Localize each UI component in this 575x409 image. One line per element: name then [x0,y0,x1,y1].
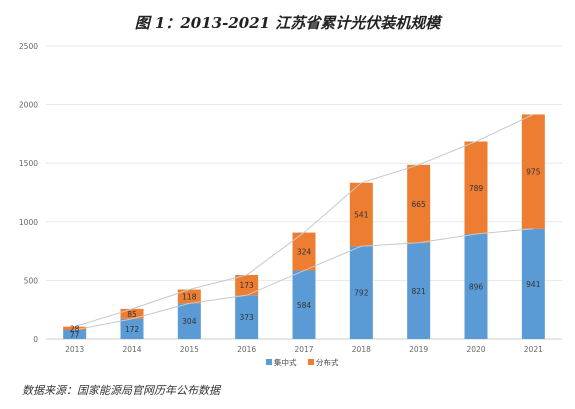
x-tick-label: 2014 [122,345,141,354]
data-label: 28 [70,324,80,333]
bar-segment [63,329,87,339]
data-label: 975 [526,168,541,177]
trend-line-total [74,113,534,328]
data-label: 77 [70,330,80,339]
data-label: 584 [297,301,312,310]
chart-title: 图 1：2013-2021 江苏省累计光伏装机规模 [134,14,441,32]
legend-swatch [308,359,314,365]
data-label: 304 [182,317,197,326]
x-tick-label: 2017 [294,345,313,354]
data-label: 792 [354,289,369,298]
data-label: 118 [182,292,197,301]
data-label: 941 [526,280,541,289]
data-label: 821 [412,287,427,296]
bar-segment [63,326,87,330]
bar-segment [292,270,316,339]
bar-segment [407,164,431,243]
x-axis-ticks: 2013 2014 2015 2016 2017 2018 2019 2020 2021 [65,345,543,354]
bar-segment [464,141,488,234]
data-label: 85 [127,310,137,319]
bar-segment [292,232,316,271]
x-tick-label: 2013 [65,345,84,354]
x-tick-label: 2019 [409,345,428,354]
bar-segment [349,246,373,339]
bar-segment [349,182,373,247]
bar-segment [120,308,144,319]
data-label: 896 [469,282,484,291]
data-label: 541 [354,210,369,219]
y-tick-label: 2000 [19,101,38,110]
bar-segment [177,303,201,339]
data-label: 173 [240,281,255,290]
bar-segment [235,275,259,296]
source-note: 数据来源：国家能源局官网历年公布数据 [22,384,220,397]
legend: 集中式 分布式 [266,357,339,367]
legend-label: 集中式 [274,357,297,367]
y-tick-label: 500 [24,276,39,285]
x-tick-label: 2016 [237,345,256,354]
x-tick-label: 2018 [352,345,371,354]
bar-segment [177,289,201,304]
y-tick-label: 1500 [19,159,38,168]
data-label: 789 [469,184,484,193]
data-label: 665 [412,200,427,209]
trend-lines [74,113,534,331]
y-axis-ticks: 0 500 1000 1500 2000 2500 [19,42,38,344]
bar-segment [235,295,259,339]
x-tick-label: 2021 [524,345,543,354]
data-label: 172 [125,325,140,334]
legend-label: 分布式 [316,357,339,367]
x-tick-label: 2015 [180,345,199,354]
data-label: 324 [297,248,312,257]
bar-segment [120,318,144,339]
x-tick-label: 2020 [466,345,485,354]
bar-segment [521,228,545,339]
y-tick-label: 1000 [19,218,38,227]
bar-segment [407,242,431,339]
y-tick-label: 2500 [19,42,38,51]
data-labels: 77 172 304 373 584 792 821 896 941 28 85 118 173 324 5… [70,168,541,340]
bar-segment [521,114,545,229]
bar-segment [464,233,488,339]
stacked-bar-chart: 0 500 1000 1500 2000 2500 77 172 304 373 584 792 82… [19,42,562,367]
legend-swatch [266,359,272,365]
data-label: 373 [240,313,255,322]
y-tick-label: 0 [33,335,38,344]
trend-line-centralized [74,228,534,331]
bars [63,114,545,339]
